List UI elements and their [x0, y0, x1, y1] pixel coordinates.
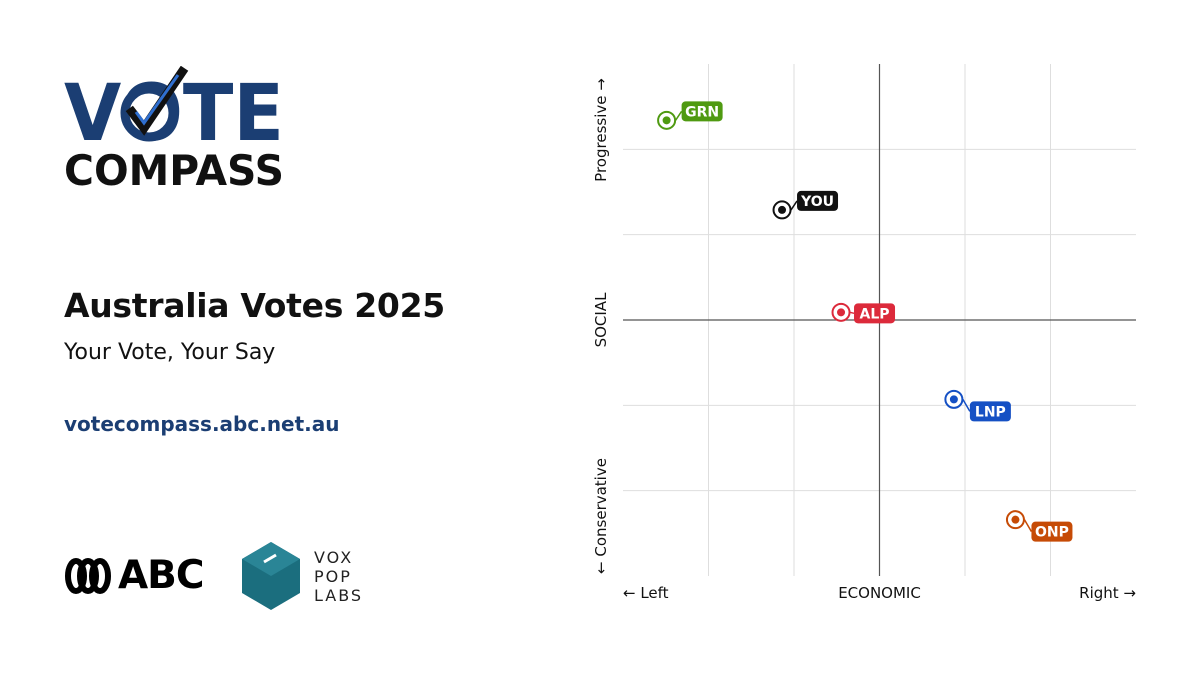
y-axis-bottom-label: ← Conservative [592, 458, 610, 574]
chart-points: GRN YOU ALP LNP ONP [657, 101, 1073, 542]
hexagon-ballot-icon [242, 542, 300, 610]
point-you: YOU [772, 190, 839, 220]
point-grn: GRN [657, 101, 723, 130]
point-label-box [854, 303, 896, 324]
vpl-line-1: VOX [314, 547, 354, 567]
point-alp: ALP [831, 302, 896, 324]
page-title: Australia Votes 2025 [64, 286, 445, 325]
abc-logo: ABC [64, 553, 205, 598]
point-connector [962, 398, 971, 412]
point-marker-dot [949, 395, 958, 404]
point-label: GRN [685, 104, 719, 120]
point-label-box [797, 190, 839, 211]
abc-logo-icon [65, 558, 111, 594]
point-label: ALP [860, 306, 890, 322]
website-link[interactable]: votecompass.abc.net.au [64, 412, 340, 436]
point-label: ONP [1035, 525, 1069, 541]
x-axis-left-label: ← Left [623, 584, 669, 602]
abc-logo-text: ABC [118, 553, 205, 598]
point-connector [1023, 519, 1033, 533]
point-marker-dot [837, 308, 846, 317]
vpl-line-3: LABS [314, 585, 364, 605]
y-axis-top-label: Progressive → [592, 78, 610, 182]
political-compass-chart: Progressive → SOCIAL ← Conservative ← Le… [592, 64, 1136, 602]
x-axis-title: ECONOMIC [838, 584, 921, 602]
vpl-line-2: POP [314, 566, 352, 586]
point-label-box [969, 401, 1011, 422]
compass-check-icon [120, 66, 189, 142]
y-axis-title: SOCIAL [592, 292, 610, 347]
point-lnp: LNP [944, 389, 1011, 422]
vote-compass-logo: VOTE COMPASS [64, 66, 284, 188]
point-marker-dot [1011, 515, 1020, 524]
point-marker-dot [778, 205, 787, 214]
point-connector [849, 311, 855, 315]
point-label: LNP [975, 404, 1006, 420]
vox-pop-labs-logo: VOX POP LABS [240, 540, 363, 612]
vox-pop-labs-text: VOX POP LABS [314, 548, 363, 605]
point-label-box [1031, 521, 1073, 542]
point-onp: ONP [1005, 510, 1073, 542]
point-label-box [681, 101, 723, 122]
point-label: YOU [800, 194, 834, 210]
page-subtitle: Your Vote, Your Say [64, 340, 276, 365]
point-marker-dot [662, 116, 671, 125]
point-connector [674, 110, 683, 121]
x-axis-right-label: Right → [1079, 584, 1136, 602]
logo-word-compass: COMPASS [64, 146, 284, 188]
point-connector [790, 200, 798, 211]
